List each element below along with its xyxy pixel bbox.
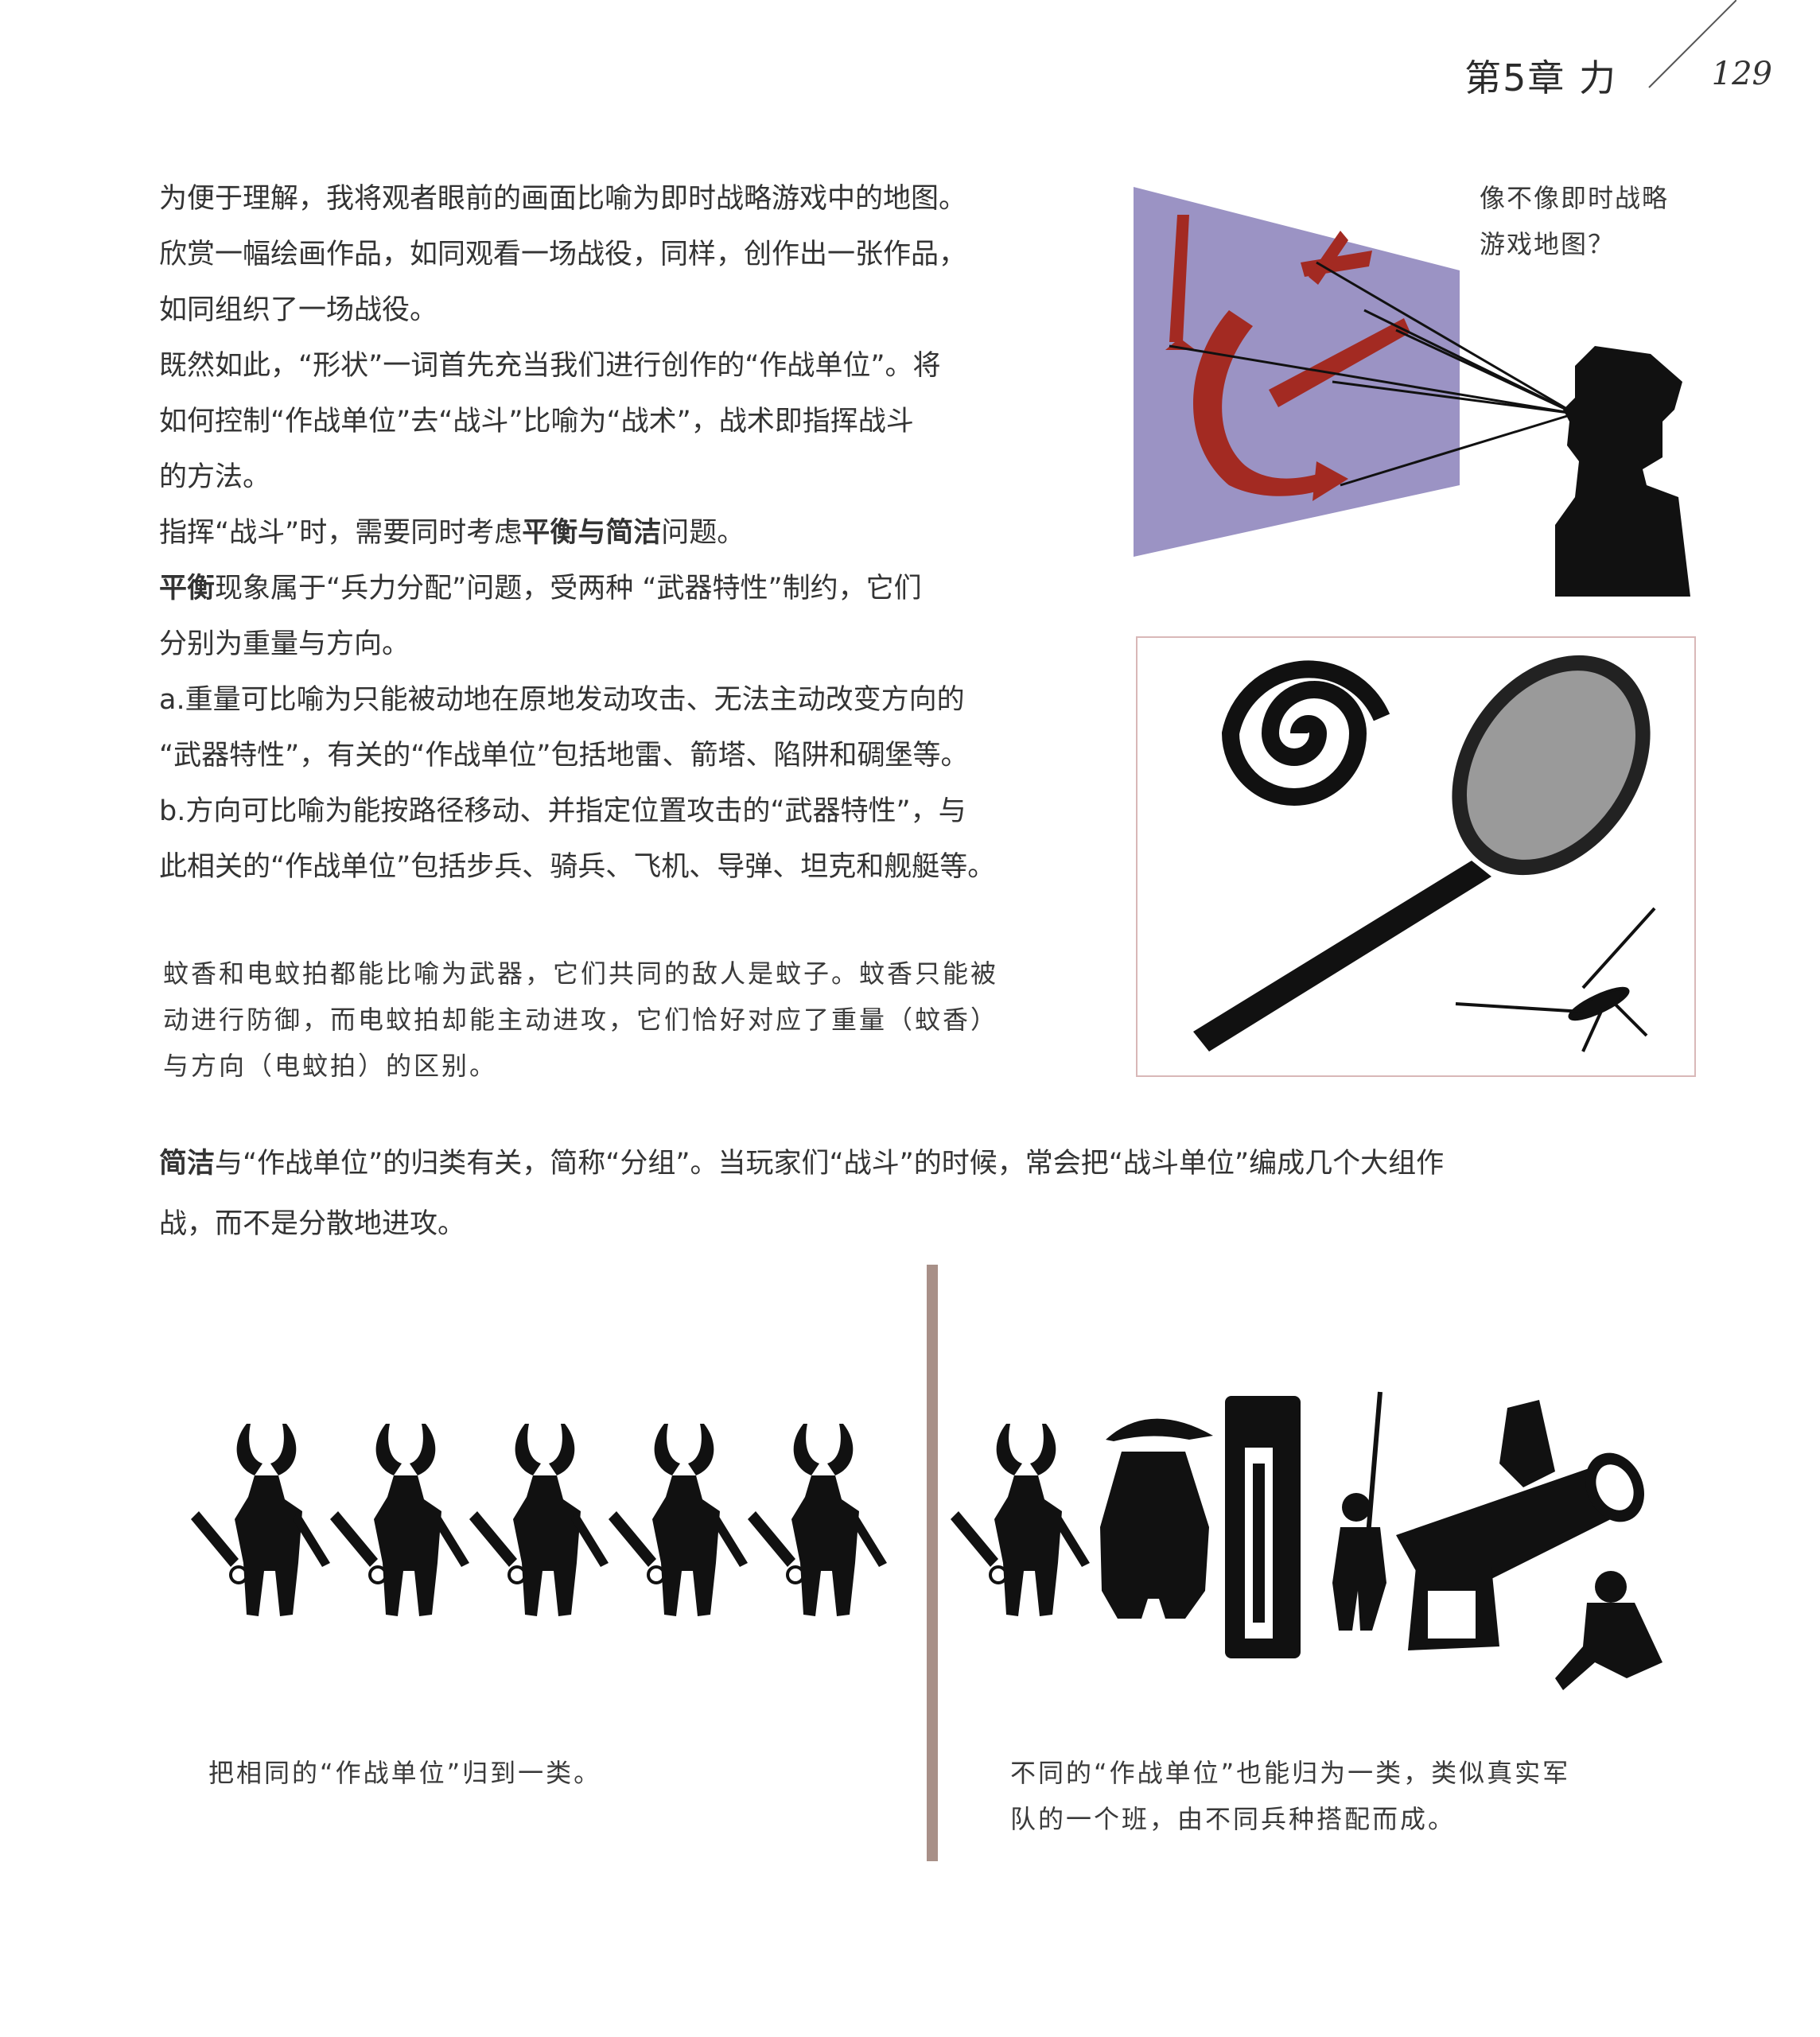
fortress-icon xyxy=(1225,1396,1301,1658)
chapter-title: 第5章 力 xyxy=(1464,56,1617,99)
warrior-icon xyxy=(468,1422,610,1618)
page-number: 129 xyxy=(1711,56,1772,92)
warrior-icon xyxy=(746,1422,889,1618)
header-slash-icon xyxy=(1648,0,1736,88)
mosquito-figure-frame xyxy=(1136,636,1696,1077)
same-units-figure xyxy=(191,1422,889,1618)
mosquito-icon xyxy=(1455,907,1656,1052)
paragraph-line: 为便于理解，我将观者眼前的画面比喻为即时战略游戏中的地图。 xyxy=(159,183,967,215)
grouping-paragraph: 简洁与“作战单位”的归类有关，简称“分组”。当玩家们“战斗”的时候，常会把“战斗… xyxy=(159,1133,1444,1254)
caption-line: 队的一个班，由不同兵种搭配而成。 xyxy=(1010,1804,1456,1834)
sumo-soldier-icon xyxy=(1100,1418,1213,1619)
paragraph-line: 如何控制“作战单位”去“战斗”比喻为“战术”，战术即指挥战斗 xyxy=(159,406,914,437)
rts-map-figure xyxy=(1134,187,1690,597)
paragraph-line: a.重量可比喻为只能被动地在原地发动攻击、无法主动改变方向的 xyxy=(159,684,965,716)
paragraph-line: 如同组织了一场战役。 xyxy=(159,294,438,326)
caption-line: 不同的“作战单位”也能归为一类，类似真实军 xyxy=(1010,1758,1571,1788)
caption-line: 游戏地图？ xyxy=(1480,229,1616,259)
mixed-units-caption: 不同的“作战单位”也能归为一类，类似真实军 队的一个班，由不同兵种搭配而成。 xyxy=(1010,1750,1570,1842)
paragraph-line: 战，而不是分散地进攻。 xyxy=(159,1208,466,1240)
paragraph-line: 的方法。 xyxy=(159,461,271,493)
archer-icon xyxy=(1332,1391,1386,1631)
red-arrows xyxy=(1165,215,1410,501)
paragraph-line: 此相关的“作战单位”包括步兵、骑兵、飞机、导弹、坦克和舰艇等。 xyxy=(159,851,996,883)
caption-line: 动进行防御，而电蚊拍却能主动进攻，它们恰好对应了重量（蚊香） xyxy=(163,1005,999,1035)
paragraph-line: 指挥“战斗”时，需要同时考虑平衡与简洁问题。 xyxy=(159,517,745,549)
caption-line: 与方向（电蚊拍）的区别。 xyxy=(163,1051,498,1081)
paragraph-line: “武器特性”，有关的“作战单位”包括地雷、箭塔、陷阱和碉堡等。 xyxy=(159,740,969,772)
warrior-icon xyxy=(329,1422,471,1618)
paragraph-line: 欣赏一幅绘画作品，如同观看一场战役，同样，创作出一张作品， xyxy=(159,239,967,270)
warrior-icon xyxy=(607,1422,749,1618)
paragraph-line: 既然如此，“形状”一词首先充当我们进行创作的“作战单位”。将 xyxy=(159,350,941,382)
caption-line: 像不像即时战略 xyxy=(1480,183,1670,213)
warrior-icon xyxy=(191,1422,332,1618)
mixed-units-figure xyxy=(951,1391,1662,1690)
mosquito-figure xyxy=(1193,655,1656,1052)
figure-divider xyxy=(927,1265,938,1861)
paragraph-line: b.方向可比喻为能按路径移动、并指定位置攻击的“武器特性”，与 xyxy=(159,795,966,827)
paragraph-line: 平衡现象属于“兵力分配”问题，受两种 “武器特性”制约，它们 xyxy=(159,573,922,604)
body-text: 为便于理解，我将观者眼前的画面比喻为即时战略游戏中的地图。 欣赏一幅绘画作品，如… xyxy=(159,171,995,895)
sight-lines xyxy=(1169,261,1576,487)
paragraph-line: 简洁与“作战单位”的归类有关，简称“分组”。当玩家们“战斗”的时候，常会把“战斗… xyxy=(159,1148,1445,1180)
cannon-icon xyxy=(1396,1400,1644,1650)
caption-line: 蚊香和电蚊拍都能比喻为武器，它们共同的敌人是蚊子。蚊香只能被 xyxy=(163,958,999,989)
same-units-caption: 把相同的“作战单位”归到一类。 xyxy=(208,1750,601,1796)
rts-map-caption: 像不像即时战略 游戏地图？ xyxy=(1480,175,1669,267)
viewer-silhouette-icon xyxy=(1555,346,1690,597)
caption-line: 把相同的“作战单位”归到一类。 xyxy=(208,1758,602,1788)
mosquito-caption: 蚊香和电蚊拍都能比喻为武器，它们共同的敌人是蚊子。蚊香只能被 动进行防御，而电蚊… xyxy=(163,950,998,1089)
fly-swatter-icon xyxy=(1193,655,1651,1052)
paragraph-line: 分别为重量与方向。 xyxy=(159,628,410,660)
mosquito-coil-icon xyxy=(1221,660,1390,806)
warrior-icon xyxy=(951,1422,1091,1618)
seated-officer-icon xyxy=(1555,1571,1662,1690)
